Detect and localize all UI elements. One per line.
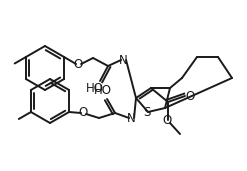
Text: N: N [127, 111, 135, 124]
Text: O: O [185, 89, 195, 102]
Text: O: O [79, 107, 88, 120]
Text: HO: HO [86, 82, 104, 95]
Text: HO: HO [94, 84, 112, 97]
Text: O: O [73, 57, 83, 70]
Text: S: S [143, 106, 151, 119]
Text: O: O [162, 115, 172, 128]
Text: N: N [119, 54, 127, 67]
